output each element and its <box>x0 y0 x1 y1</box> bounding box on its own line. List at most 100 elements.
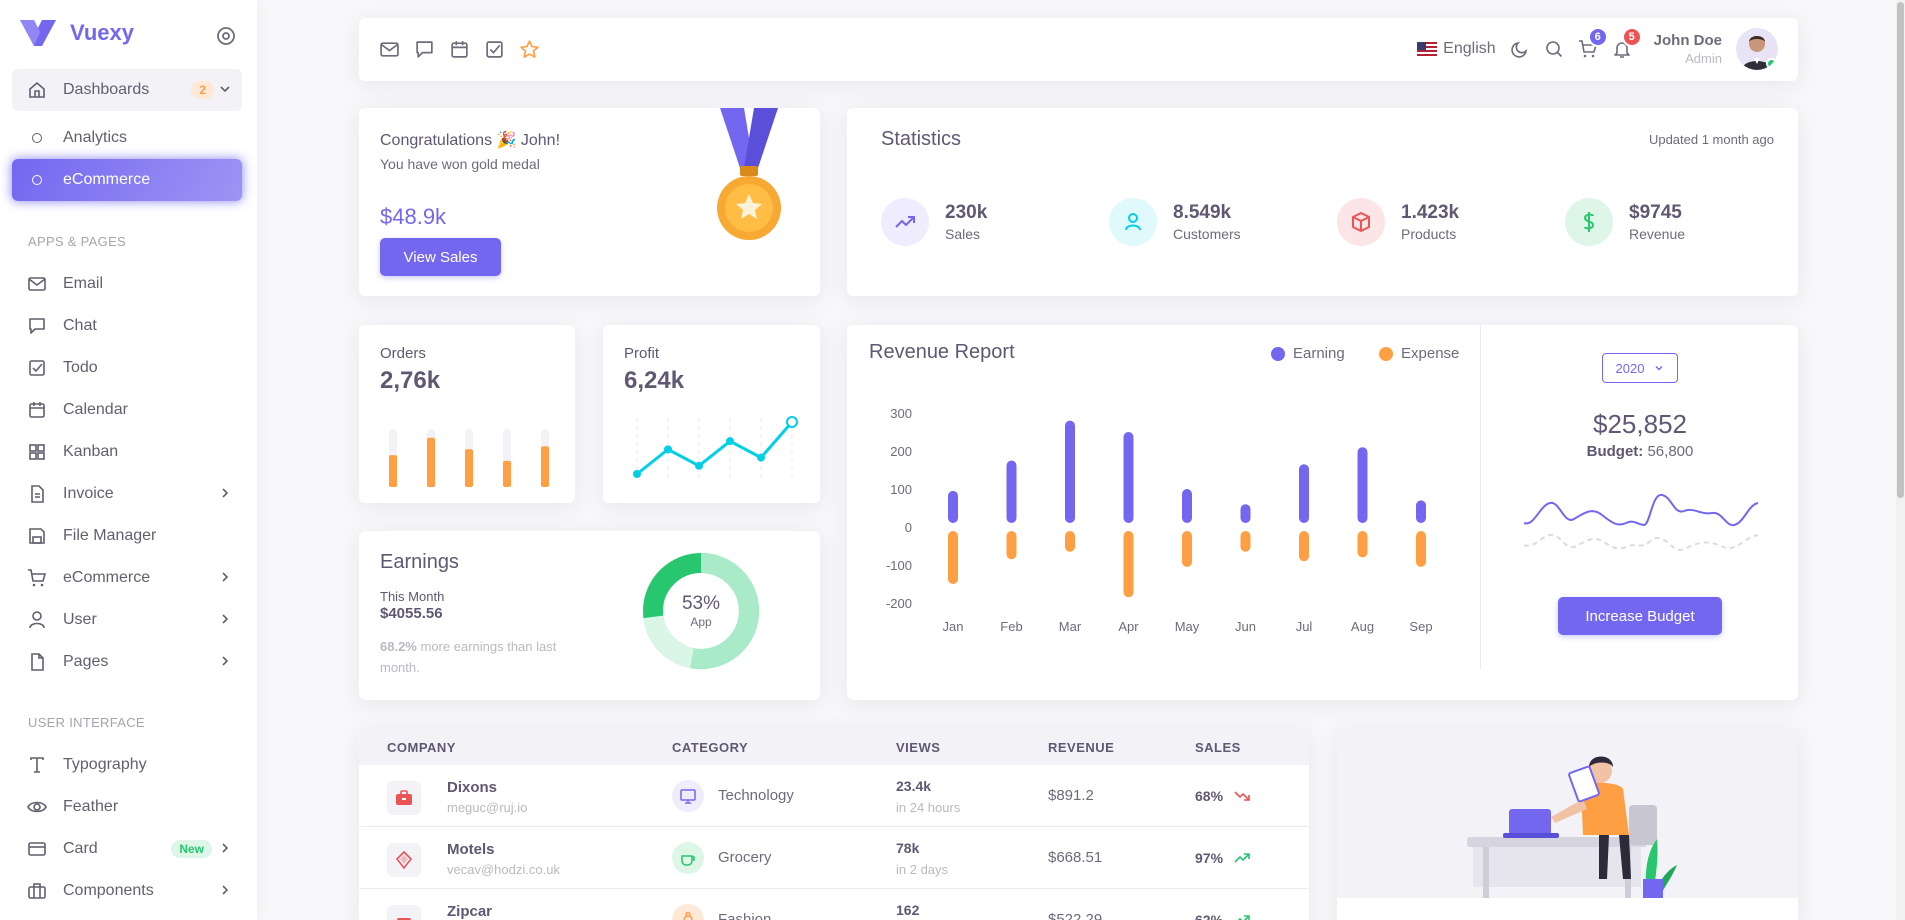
company-email: vecav@hodzi.co.uk <box>447 862 560 877</box>
profit-point <box>786 416 798 428</box>
moon-icon[interactable] <box>1510 39 1530 59</box>
sales-cell: 68% <box>1195 787 1251 805</box>
sidebar-item-components[interactable]: Components <box>12 870 242 912</box>
user-avatar-icon <box>1742 36 1772 70</box>
sales-value: 97% <box>1195 850 1224 866</box>
stat-label: Revenue <box>1629 226 1686 242</box>
category-name: Grocery <box>718 849 772 866</box>
chevron-right-icon <box>218 570 232 584</box>
todo-icon[interactable] <box>484 39 505 60</box>
budget-value: 56,800 <box>1647 443 1694 460</box>
sales-cell: 97% <box>1195 849 1251 867</box>
budget-sparkline <box>1523 494 1759 551</box>
online-status-dot <box>1766 58 1777 69</box>
sidebar-item-dashboards[interactable]: Dashboards 2 <box>12 69 242 111</box>
sidebar-item-calendar[interactable]: Calendar <box>12 389 242 431</box>
stat-label: Sales <box>945 226 981 242</box>
view-sales-button[interactable]: View Sales <box>380 238 501 276</box>
sidebar-item-pages[interactable]: Pages <box>12 641 242 683</box>
notifications-button[interactable]: 5 <box>1612 27 1642 59</box>
sales-value: 68% <box>1195 788 1224 804</box>
cart-count-badge: 6 <box>1587 27 1608 47</box>
sales-value: 62% <box>1195 912 1224 920</box>
orders-bar-chart <box>389 429 549 487</box>
chat-icon <box>27 316 47 336</box>
expense-bar <box>1299 531 1309 562</box>
page-scrollbar[interactable] <box>1896 0 1905 920</box>
avatar[interactable] <box>1736 28 1778 70</box>
increase-budget-button[interactable]: Increase Budget <box>1558 597 1722 635</box>
language-dropdown[interactable]: English <box>1417 40 1496 58</box>
table-header-cell: SALES <box>1195 740 1241 755</box>
cart-button[interactable]: 6 <box>1578 27 1608 59</box>
earnings-card: Earnings This Month $4055.56 68.2% more … <box>359 531 820 700</box>
stat-value: 230k <box>945 202 988 223</box>
views-value: 23.4k <box>896 778 932 794</box>
home-icon <box>27 80 47 100</box>
congrats-title: Congratulations 🎉 John! <box>380 132 561 149</box>
earnings-donut-chart <box>643 553 759 669</box>
y-tick-label: 0 <box>905 520 912 535</box>
budget-label: Budget: <box>1586 443 1644 460</box>
calendar-icon[interactable] <box>449 39 470 60</box>
x-tick-label: Sep <box>1409 619 1432 634</box>
sidebar-item-todo[interactable]: Todo <box>12 347 242 389</box>
trending-up-icon <box>1234 853 1250 863</box>
table-row: Zipcar Fashion 162 $522.29 62% <box>359 889 1309 920</box>
illustration-card <box>1337 729 1798 920</box>
search-icon[interactable] <box>1544 39 1564 59</box>
sidebar-item-invoice[interactable]: Invoice <box>12 473 242 515</box>
brand[interactable]: Vuexy <box>20 20 134 46</box>
sidebar-item-kanban[interactable]: Kanban <box>12 431 242 473</box>
chat-icon[interactable] <box>414 39 435 60</box>
new-badge: New <box>171 840 212 858</box>
calendar-icon <box>27 400 47 420</box>
scrollbar-thumb[interactable] <box>1897 2 1904 498</box>
sidebar-item-user[interactable]: User <box>12 599 242 641</box>
user-info[interactable]: John Doe Admin <box>1654 32 1722 66</box>
stat-customers: 8.549k Customers <box>1109 198 1241 246</box>
chevron-down-icon <box>218 82 232 96</box>
y-tick-label: 100 <box>890 482 912 497</box>
star-icon[interactable] <box>519 39 540 60</box>
sidebar-collapse-toggle[interactable] <box>216 26 236 46</box>
target-icon <box>217 27 235 45</box>
y-tick-label: 200 <box>890 444 912 459</box>
sidebar-item-card[interactable]: Card New <box>12 828 242 870</box>
profit-point <box>664 445 672 454</box>
sidebar-item-typography[interactable]: Typography <box>12 744 242 786</box>
revenue-value: $891.2 <box>1048 787 1094 804</box>
sidebar-item-ecommerce[interactable]: eCommerce <box>12 557 242 599</box>
circle-icon <box>27 128 47 148</box>
x-tick-label: Apr <box>1118 619 1139 634</box>
sidebar-item-label: Chat <box>63 317 97 334</box>
sidebar-item-analytics[interactable]: Analytics <box>12 117 242 159</box>
dollar-icon <box>1565 198 1613 246</box>
views-period: in 24 hours <box>896 800 961 815</box>
sidebar-item-file-manager[interactable]: File Manager <box>12 515 242 557</box>
expense-bar <box>1182 531 1192 567</box>
x-tick-label: Mar <box>1059 619 1082 634</box>
sidebar-item-chat[interactable]: Chat <box>12 305 242 347</box>
profit-card: Profit 6,24k <box>603 325 820 503</box>
vuexy-logo-icon <box>20 20 56 46</box>
trending-up-icon <box>881 198 929 246</box>
expense-bar <box>1357 531 1368 558</box>
sidebar-item-ecommerce-dashboard[interactable]: eCommerce <box>12 159 242 201</box>
sidebar-item-feather[interactable]: Feather <box>12 786 242 828</box>
year-dropdown[interactable]: 2020 <box>1602 353 1678 383</box>
sidebar-item-email[interactable]: Email <box>12 263 242 305</box>
mail-icon[interactable] <box>379 39 400 60</box>
user-role: Admin <box>1685 51 1722 66</box>
table-header-cell: CATEGORY <box>672 740 749 755</box>
stat-value: 8.549k <box>1173 202 1232 223</box>
card-icon <box>27 839 47 859</box>
expense-bar <box>1065 531 1075 552</box>
sales-cell: 62% <box>1195 911 1251 920</box>
expense-bar <box>948 531 958 584</box>
congrats-amount: $48.9k <box>380 204 447 229</box>
chevron-right-icon <box>218 486 232 500</box>
year-value: 2020 <box>1615 360 1645 376</box>
trending-up-icon <box>1237 915 1250 920</box>
donut-label: App <box>690 615 712 629</box>
